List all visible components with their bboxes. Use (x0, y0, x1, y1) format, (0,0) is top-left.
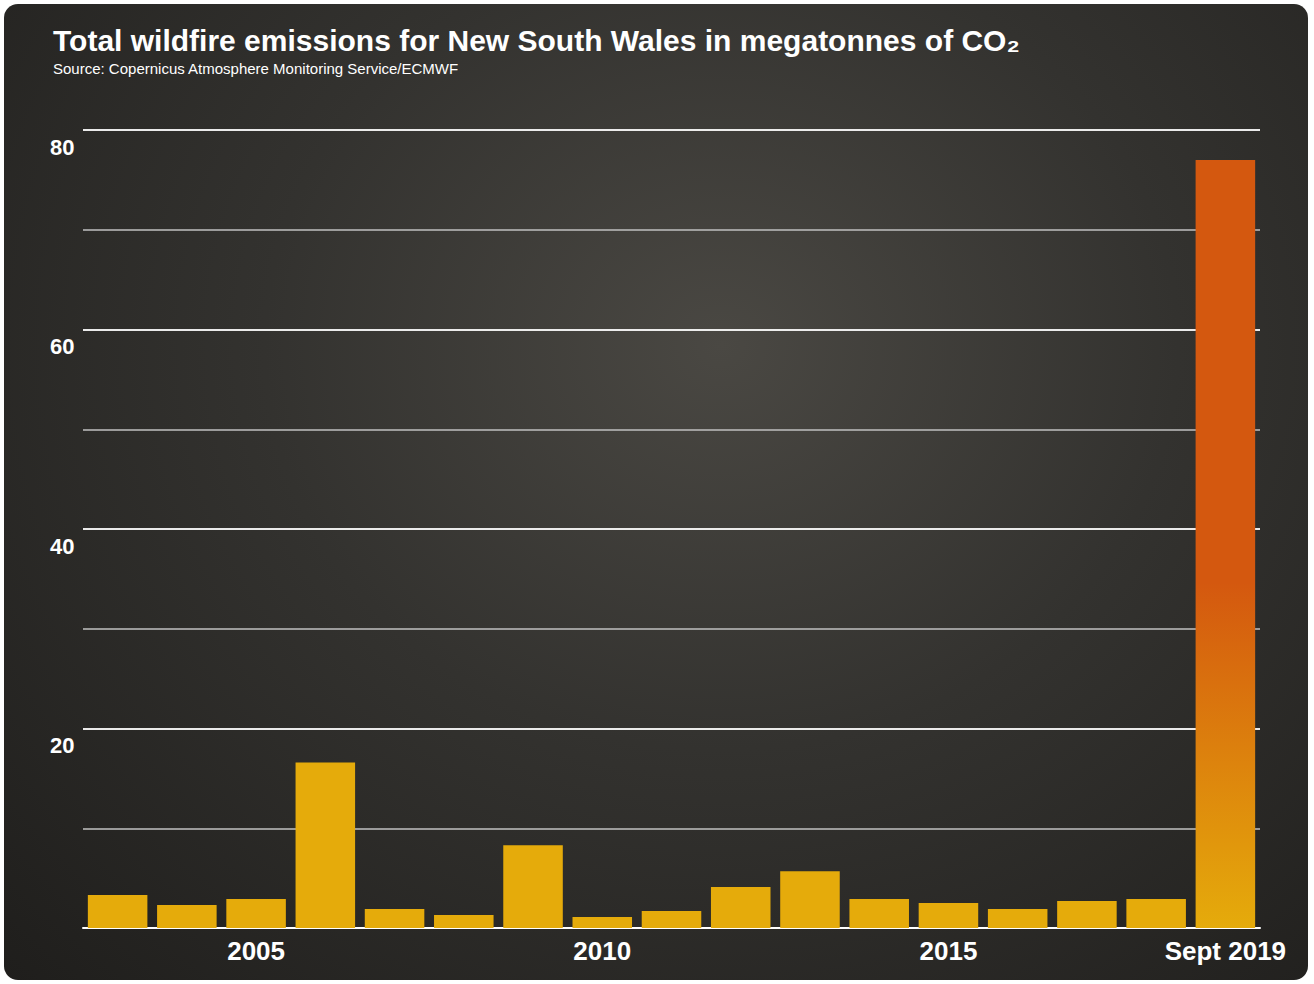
svg-text:40: 40 (50, 534, 74, 559)
svg-text:Total wildfire emissions for N: Total wildfire emissions for New South W… (53, 24, 1020, 57)
svg-text:2005: 2005 (227, 936, 285, 966)
svg-text:2015: 2015 (920, 936, 978, 966)
svg-text:20: 20 (50, 733, 74, 758)
svg-text:2010: 2010 (573, 936, 631, 966)
svg-text:80: 80 (50, 135, 74, 160)
svg-text:Source: Copernicus Atmosphere: Source: Copernicus Atmosphere Monitoring… (53, 60, 458, 77)
svg-text:60: 60 (50, 334, 74, 359)
svg-text:Sept 2019: Sept 2019 (1165, 936, 1286, 966)
